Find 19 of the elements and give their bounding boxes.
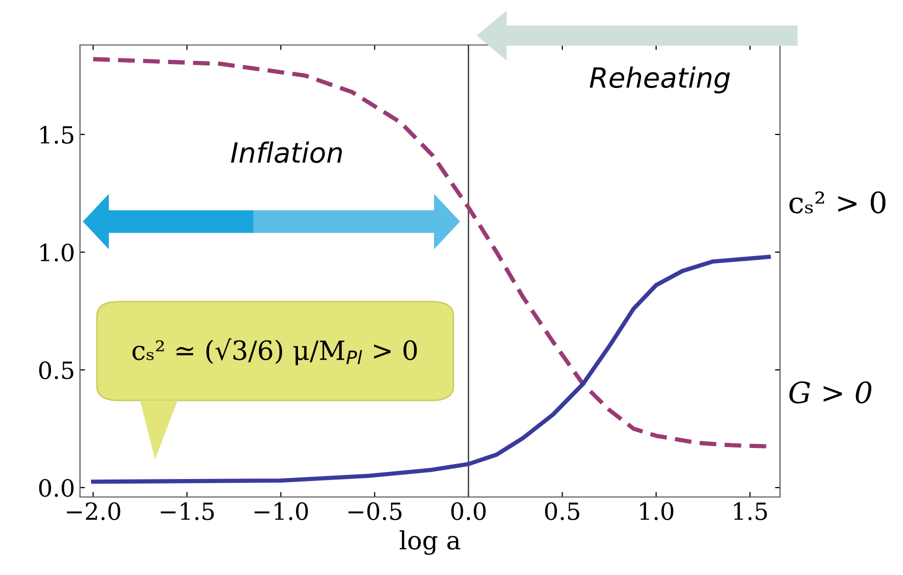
x-tick-label: −1.5: [160, 502, 214, 520]
line-series: [91, 254, 771, 484]
x-axis-title: log a: [400, 530, 460, 555]
y-tick-label: 1.0: [40, 244, 74, 262]
x-tick-label: −0.5: [348, 502, 402, 520]
x-tick-label: 1.5: [734, 502, 767, 520]
x-tick-label: −2.0: [66, 502, 120, 520]
text: G > 0: [789, 381, 872, 404]
annotation: Inflation: [230, 142, 342, 164]
annotation: Reheating: [590, 66, 730, 94]
x-tick-label: 0.0: [451, 502, 486, 520]
x-tick-label: −1.0: [254, 502, 308, 520]
y-tick-label: 0.0: [39, 479, 74, 497]
annotation: cₛ² ≃ (√3/6) μ/M$_{Pl}$ > 0: [132, 338, 417, 366]
x-tick-label: 1.0: [640, 502, 674, 520]
x-tick-label: 0.5: [545, 502, 580, 520]
y-tick-label: 0.5: [39, 361, 74, 380]
text: cₛ² > 0: [789, 191, 886, 214]
y-tick-label: 1.5: [40, 126, 74, 144]
